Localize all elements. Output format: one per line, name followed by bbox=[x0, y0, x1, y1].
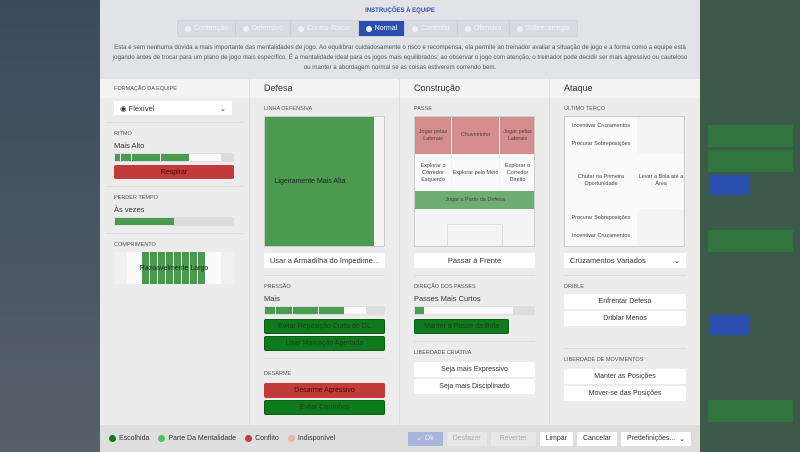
mentality-description: Esta é sem nenhuma dúvida a mais importa… bbox=[112, 44, 688, 71]
tempo-slider[interactable] bbox=[114, 153, 234, 162]
tackling-label: DESARME bbox=[264, 371, 292, 377]
pass-cell[interactable]: Jogar a Partir da Defesa bbox=[415, 191, 534, 209]
chevron-down-icon: ⌄ bbox=[219, 103, 226, 113]
avoid-short-gk-button[interactable]: Evitar Reposição Curta do GL bbox=[264, 319, 385, 334]
footer: Escolhida Parte Da Mentalidade Conflito … bbox=[100, 425, 700, 452]
passing-label: PASSE bbox=[414, 106, 432, 112]
mentality-tabs: Contenção Defensivo Contra-Atacar Normal… bbox=[177, 20, 579, 37]
defensive-line-pitch[interactable]: Ligeiramente Mais Alta bbox=[264, 116, 385, 247]
chevron-down-icon: ⌄ bbox=[675, 435, 685, 443]
legend-unavailable: Indisponível bbox=[287, 435, 335, 442]
team-instructions-modal: INSTRUÇÕES À EQUIPE Contenção Defensivo … bbox=[100, 0, 700, 452]
offside-trap-button[interactable]: Usar a Armadilha do Impedime... bbox=[264, 253, 385, 268]
timewaste-value: Às vezes bbox=[114, 205, 145, 214]
dribble-less-button[interactable]: Driblar Menos bbox=[564, 311, 686, 326]
legend-chosen: Escolhida bbox=[109, 435, 149, 442]
formation-icon: ◉ bbox=[120, 103, 129, 113]
width-pitch[interactable]: Razoavelmente Largo bbox=[114, 252, 234, 284]
tab-contra-atacar[interactable]: Contra-Atacar bbox=[291, 21, 359, 36]
pressing-label: PRESSÃO bbox=[264, 284, 291, 290]
counter-icon bbox=[298, 25, 304, 32]
respirar-button[interactable]: Respirar bbox=[114, 165, 234, 179]
final-third-cell[interactable]: Levar a Bola até a Área bbox=[637, 153, 684, 209]
formation-select[interactable]: ◉ Flexível ⌄ bbox=[114, 101, 232, 115]
width-value: Razoavelmente Largo bbox=[139, 264, 209, 272]
retain-possession-button[interactable]: Manter a Posse da Bola bbox=[414, 319, 509, 334]
clear-button[interactable]: Limpar bbox=[539, 431, 573, 446]
tab-contencao[interactable]: Contenção bbox=[178, 21, 236, 36]
directness-slider[interactable] bbox=[414, 306, 535, 315]
hold-position-button[interactable]: Manter as Posições bbox=[564, 369, 686, 384]
pass-cell[interactable]: Chuveirinho bbox=[452, 117, 499, 154]
defensive-line-label: LINHA DEFENSIVA bbox=[264, 106, 313, 112]
arrow-icon bbox=[464, 25, 471, 32]
legend-mentality: Parte Da Mentalidade bbox=[158, 435, 236, 442]
timewaste-slider[interactable] bbox=[114, 217, 234, 226]
defense-header: Defesa bbox=[250, 79, 400, 98]
tempo-value: Mais Alto bbox=[114, 141, 145, 150]
be-more-disciplined-button[interactable]: Seja mais Disciplinado bbox=[414, 379, 535, 394]
undo-button[interactable]: Desfazer bbox=[446, 431, 487, 446]
avoid-sliding-button[interactable]: Evitar Carrinhos bbox=[264, 400, 385, 415]
crossing-select[interactable]: Cruzamentos Variados ⌄ bbox=[564, 253, 686, 268]
pass-forward-button[interactable]: Passar à Frente bbox=[414, 253, 535, 268]
defensive-line-value: Ligeiramente Mais Alta bbox=[274, 178, 346, 185]
pressing-value: Mais bbox=[264, 294, 280, 303]
pass-cell[interactable]: Jogar pelas Laterais bbox=[415, 117, 451, 154]
balance-icon bbox=[365, 25, 372, 32]
modal-title: INSTRUÇÕES À EQUIPE bbox=[365, 8, 435, 14]
directness-label: DIREÇÃO DOS PASSES bbox=[414, 284, 476, 290]
dribbling-label: DRIBLE bbox=[564, 284, 584, 290]
cancel-button[interactable]: Cancelar bbox=[576, 431, 617, 446]
timewaste-label: PERDER TEMPO bbox=[114, 195, 158, 201]
tempo-label: RITMO bbox=[114, 131, 132, 137]
attack-header: Ataque bbox=[550, 79, 700, 98]
tab-sobrecarregar[interactable]: Sobrecarregar bbox=[510, 21, 578, 36]
check-icon: ✓ bbox=[416, 435, 425, 443]
tab-ofensiva[interactable]: Ofensiva bbox=[458, 21, 510, 36]
final-third-pitch: Incentivar Cruzamentos Procurar Sobrepos… bbox=[564, 116, 685, 247]
background-right bbox=[700, 0, 800, 452]
tight-marking-button[interactable]: Usar Marcação Apertada bbox=[264, 336, 385, 351]
build-header: Construção bbox=[400, 79, 550, 98]
pass-cell[interactable]: Explorar o Corredor Direito bbox=[500, 155, 534, 191]
formation-header: FORMAÇÃO DA EQUIPE bbox=[100, 79, 250, 98]
passing-pitch: Jogar pelas Laterais Chuveirinho Jogar p… bbox=[414, 116, 535, 247]
final-third-cell[interactable]: Procurar Sobreposições bbox=[565, 209, 637, 227]
creative-freedom-label: LIBERDADE CRIATIVA bbox=[414, 350, 472, 356]
roam-button[interactable]: Mover-se das Posições bbox=[564, 386, 686, 401]
run-at-defence-button[interactable]: Enfrentar Defesa bbox=[564, 294, 686, 309]
legend-conflict: Conflito bbox=[245, 435, 279, 442]
final-third-cell[interactable]: Procurar Sobreposições bbox=[565, 135, 637, 153]
directness-value: Passes Mais Curtos bbox=[414, 294, 481, 303]
width-label: COMPRIMENTO bbox=[114, 242, 156, 248]
final-third-cell[interactable]: Incentivar Cruzamentos bbox=[565, 227, 637, 246]
ok-button[interactable]: ✓ Ok bbox=[407, 431, 443, 446]
final-third-cell[interactable]: Chutar na Primeira Oportunidade bbox=[565, 153, 637, 209]
presets-dropdown[interactable]: Predefinições... ⌄ bbox=[620, 431, 691, 446]
shield-icon bbox=[185, 25, 191, 32]
be-more-expressive-button[interactable]: Seja mais Expressivo bbox=[414, 362, 535, 377]
background-left bbox=[0, 0, 100, 452]
chevron-down-icon: ⌄ bbox=[673, 256, 680, 265]
control-icon bbox=[412, 25, 419, 32]
final-third-label: ÚLTIMO TERÇO bbox=[564, 106, 606, 112]
pass-cell[interactable]: Jogar pelas Laterais bbox=[500, 117, 534, 154]
pass-cell[interactable]: Explorar pelo Meio bbox=[452, 155, 499, 191]
pass-cell[interactable]: Explorar o Corredor Esquerdo bbox=[415, 155, 451, 191]
overload-icon bbox=[516, 25, 523, 32]
tab-defensivo[interactable]: Defensivo bbox=[236, 21, 291, 36]
tab-normal[interactable]: Normal bbox=[358, 21, 406, 36]
tab-controlar[interactable]: Controlar bbox=[405, 21, 458, 36]
revert-button[interactable]: Reverter bbox=[490, 431, 536, 446]
shield-icon bbox=[242, 25, 249, 32]
movement-freedom-label: LIBERDADE DE MOVIMENTOS bbox=[564, 357, 644, 363]
pressing-slider[interactable] bbox=[264, 306, 385, 315]
final-third-cell[interactable]: Incentivar Cruzamentos bbox=[565, 117, 637, 135]
aggressive-tackle-button[interactable]: Desarme Agressivo bbox=[264, 383, 385, 398]
